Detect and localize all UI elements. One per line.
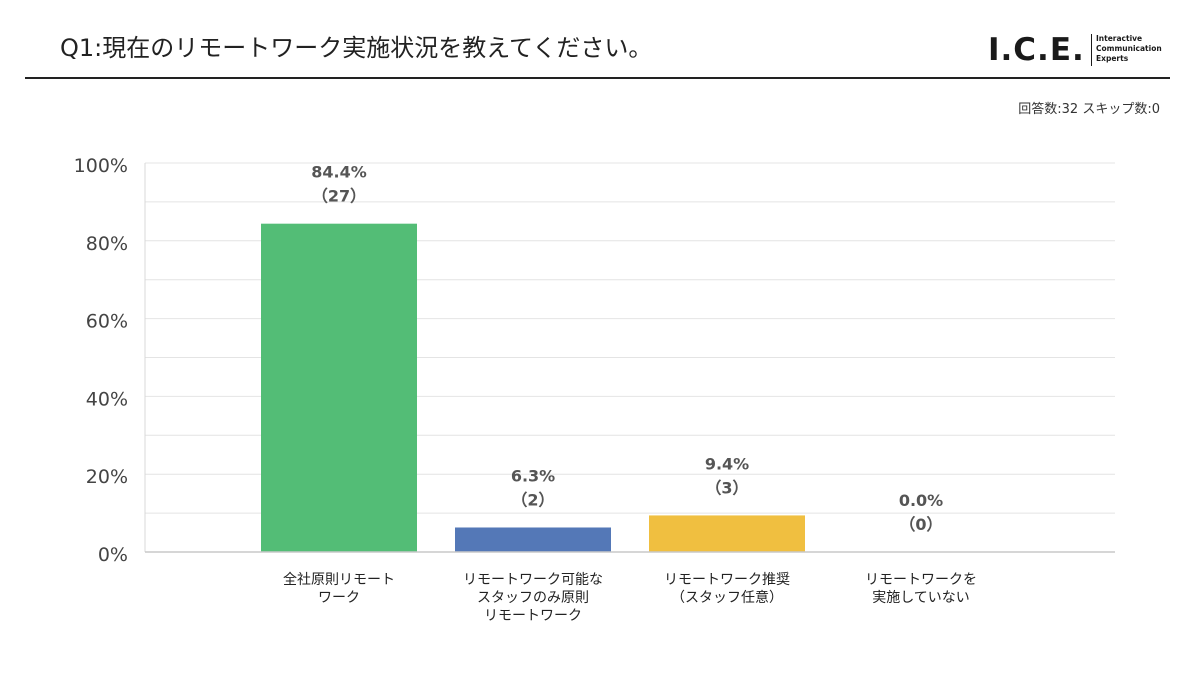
logo-subtext: Experts	[1096, 54, 1129, 63]
x-category-label: 実施していない	[872, 590, 970, 606]
x-category-label: 全社原則リモート	[283, 571, 395, 588]
bar-count-label: （0）	[899, 515, 942, 534]
bar-count-label: （2）	[511, 490, 554, 509]
x-category-label: ワーク	[318, 590, 360, 606]
bar	[261, 223, 417, 552]
bar-count-label: （3）	[705, 478, 748, 497]
bar-value-label: 0.0%	[899, 491, 943, 510]
company-logo: I.C.E. Interactive Communication Experts	[988, 32, 1178, 68]
bar-value-label: 6.3%	[511, 466, 555, 485]
x-category-label: リモートワーク	[484, 608, 582, 624]
bar	[455, 527, 611, 552]
y-tick-label: 60%	[86, 311, 128, 333]
bar-count-label: （27）	[312, 187, 366, 206]
page-title: Q1:現在のリモートワーク実施状況を教えてください。	[60, 34, 653, 62]
logo-divider	[1091, 34, 1092, 66]
x-category-label: リモートワーク可能な	[463, 572, 603, 588]
bar-value-label: 9.4%	[705, 454, 749, 473]
response-summary: 回答数:32 スキップ数:0	[1018, 102, 1160, 117]
logo-subtext: Interactive	[1096, 34, 1143, 43]
y-tick-label: 0%	[98, 544, 128, 566]
y-tick-label: 100%	[74, 155, 128, 177]
x-category-label: （スタッフ任意）	[671, 589, 783, 606]
bar	[649, 515, 805, 552]
y-tick-label: 40%	[86, 388, 128, 410]
x-category-label: リモートワークを	[865, 572, 977, 588]
header-divider	[25, 77, 1170, 79]
y-tick-label: 20%	[86, 466, 128, 488]
logo-subtext: Communication	[1096, 44, 1162, 53]
x-category-label: スタッフのみ原則	[477, 590, 589, 606]
logo-wordmark: I.C.E.	[988, 32, 1085, 68]
x-category-label: リモートワーク推奨	[664, 572, 790, 588]
bar-value-label: 84.4%	[311, 163, 367, 182]
y-tick-label: 80%	[86, 233, 128, 255]
